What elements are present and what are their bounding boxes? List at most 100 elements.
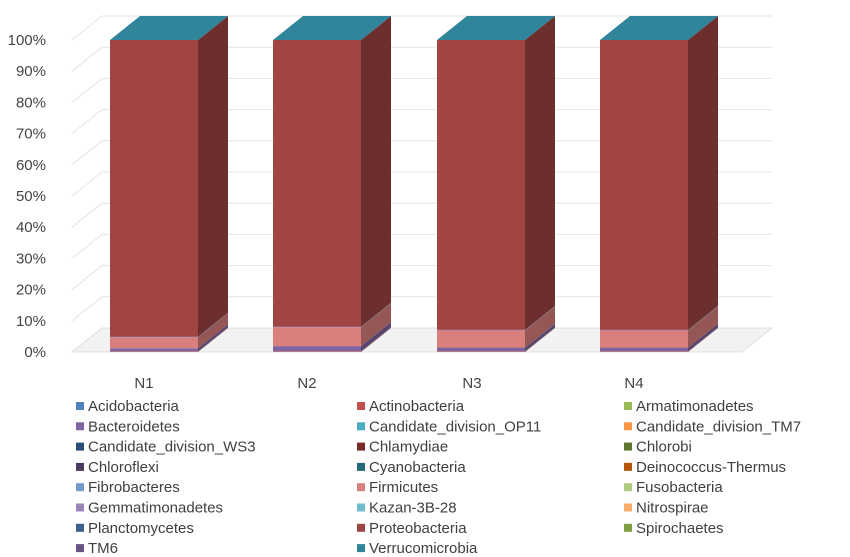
- legend-swatch: [76, 544, 84, 553]
- gridline-side: [71, 78, 103, 103]
- bar-side: [198, 16, 228, 337]
- bar-segment: [600, 327, 718, 352]
- bar-segment: [437, 323, 555, 348]
- bar-front: [273, 351, 361, 352]
- legend-swatch: [624, 442, 632, 451]
- gridline-side: [71, 46, 103, 72]
- bar-side: [361, 327, 391, 352]
- bar-segment: [437, 327, 555, 352]
- legend-item: Firmicutes: [357, 479, 438, 496]
- bar-top: [110, 16, 228, 40]
- bar-side: [525, 323, 555, 348]
- bar-side: [688, 306, 718, 331]
- legend-swatch: [624, 402, 632, 410]
- legend-item: Nitrospirae: [624, 500, 709, 517]
- bar-stack-n1: [110, 16, 228, 352]
- bar-front: [437, 330, 525, 348]
- y-tick-label: 30%: [16, 250, 46, 267]
- bar-side: [361, 327, 391, 352]
- bar-top: [273, 16, 391, 40]
- bar-segment: [110, 312, 228, 338]
- legend-item: Deinococcus-Thermus: [624, 459, 786, 476]
- legend-swatch: [76, 402, 84, 410]
- bar-side: [525, 306, 555, 331]
- gridline-side: [71, 234, 103, 259]
- legend-swatch: [357, 523, 365, 532]
- bar-side: [198, 312, 228, 338]
- legend-label: Fusobacteria: [636, 479, 723, 496]
- bar-stacks: [110, 16, 718, 352]
- bar-side: [688, 305, 718, 331]
- legend-label: Verrucomicrobia: [369, 540, 478, 557]
- legend-swatch: [624, 503, 632, 512]
- legend-item: Candidate_division_WS3: [76, 439, 256, 456]
- bar-segment: [437, 327, 555, 352]
- bar-segment: [437, 305, 555, 331]
- bar-front: [273, 327, 361, 347]
- legend-swatch: [624, 422, 632, 431]
- bar-segment: [273, 302, 391, 328]
- bar-side: [361, 303, 391, 328]
- legend-item: Acidobacteria: [76, 398, 180, 415]
- legend-label: Cyanobacteria: [369, 459, 466, 476]
- bar-side: [525, 306, 555, 348]
- bar-segment: [273, 327, 391, 352]
- legend-item: Candidate_division_OP11: [357, 418, 541, 435]
- bar-segment: [600, 306, 718, 331]
- legend-label: Fibrobacteres: [88, 479, 180, 496]
- category-label: N1: [134, 375, 153, 392]
- legend-swatch: [357, 442, 365, 451]
- legend-label: Armatimonadetes: [636, 398, 754, 415]
- bar-front: [110, 348, 198, 352]
- y-tick-label: 80%: [16, 94, 46, 111]
- legend-label: Gemmatimonadetes: [88, 500, 223, 517]
- bar-segment: [273, 322, 391, 347]
- bar-segment: [600, 16, 718, 330]
- legend-swatch: [76, 442, 84, 451]
- bar-top: [437, 16, 555, 40]
- bar-side: [361, 302, 391, 328]
- bar-segment: [110, 324, 228, 349]
- gridline-side: [71, 109, 103, 134]
- legend-label: Candidate_division_OP11: [369, 418, 541, 435]
- legend-swatch: [76, 503, 84, 512]
- bar-segment: [600, 323, 718, 348]
- bar-segment: [600, 323, 718, 352]
- y-tick-label: 60%: [16, 157, 46, 174]
- bar-side: [525, 305, 555, 331]
- y-tick-label: 10%: [16, 313, 46, 330]
- legend-item: Chlorobi: [624, 439, 692, 456]
- legend-swatch: [357, 402, 365, 410]
- gridline-side: [71, 171, 103, 197]
- bar-segment: [110, 327, 228, 352]
- bar-front: [600, 351, 688, 352]
- bar-segment: [273, 327, 391, 352]
- legend-item: Actinobacteria: [357, 398, 465, 415]
- legend-label: Chlamydiae: [369, 439, 448, 456]
- legend-label: Kazan-3B-28: [369, 500, 457, 517]
- legend-label: Planctomycetes: [88, 520, 194, 537]
- y-tick-label: 50%: [16, 188, 46, 205]
- legend-item: Planctomycetes: [76, 520, 194, 537]
- bar-segment: [600, 305, 718, 331]
- gridline-side: [71, 15, 103, 41]
- y-tick-label: 100%: [8, 32, 46, 49]
- bar-segment: [110, 327, 228, 352]
- legend-swatch: [76, 483, 84, 492]
- legend-label: Firmicutes: [369, 479, 438, 496]
- bar-side: [198, 327, 228, 352]
- legend-swatch: [76, 462, 84, 471]
- bar-segment: [437, 323, 555, 352]
- legend-label: Nitrospirae: [636, 500, 709, 517]
- legend-label: Deinococcus-Thermus: [636, 459, 786, 476]
- legend-item: Fibrobacteres: [76, 479, 180, 496]
- gridline-side: [71, 265, 103, 290]
- legend-swatch: [357, 544, 365, 553]
- bar-segment: [437, 306, 555, 348]
- bar-side: [688, 323, 718, 352]
- bar-side: [525, 327, 555, 352]
- category-label: N2: [297, 375, 316, 392]
- legend-swatch: [357, 462, 365, 471]
- legend-item: Chloroflexi: [76, 459, 159, 476]
